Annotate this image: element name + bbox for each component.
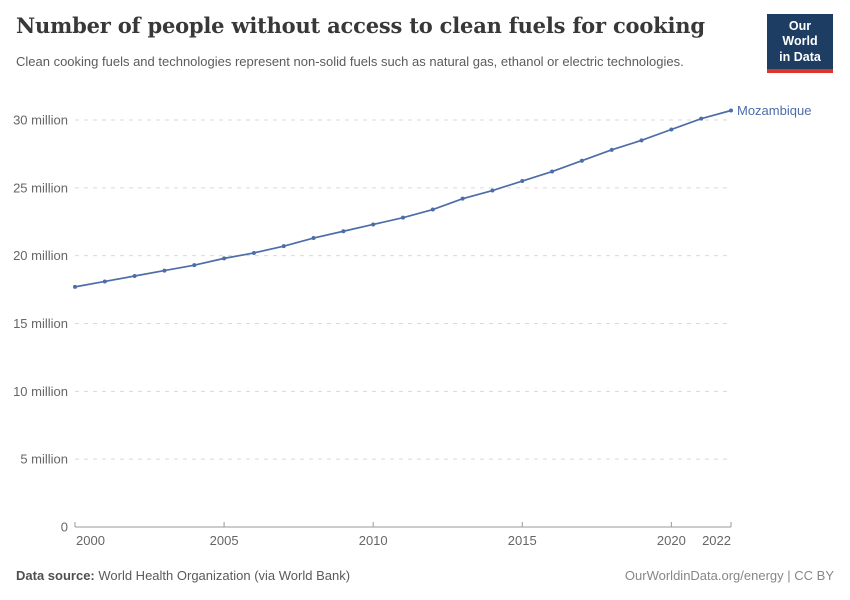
data-point: [102, 279, 107, 284]
credit-link[interactable]: OurWorldinData.org/energy: [624, 568, 784, 583]
data-point: [73, 284, 77, 289]
data-point: [222, 256, 227, 261]
data-point: [460, 196, 465, 201]
data-source-label: Data source:: [16, 568, 95, 583]
data-point: [281, 244, 286, 249]
data-point: [371, 222, 376, 227]
y-axis-tick-label: 20 million: [13, 248, 68, 263]
data-point: [251, 250, 256, 255]
y-axis-tick-label: 10 million: [13, 384, 68, 399]
y-axis-tick-label: 5 million: [20, 452, 68, 467]
data-source: Data source: World Health Organization (…: [16, 568, 350, 583]
data-point: [699, 116, 704, 121]
x-axis-tick-label: 2020: [657, 533, 686, 548]
y-axis-tick-label: 25 million: [13, 180, 68, 195]
data-point: [579, 158, 584, 163]
data-point: [192, 263, 197, 268]
x-axis-tick-label: 2022: [702, 533, 731, 548]
data-point: [669, 127, 674, 132]
x-axis-tick-label: 2015: [508, 533, 537, 548]
chart-title: Number of people without access to clean…: [16, 13, 705, 38]
data-point: [311, 236, 316, 241]
owid-logo[interactable]: Our World in Data: [767, 14, 833, 73]
data-point: [550, 169, 555, 174]
data-point: [609, 147, 614, 152]
y-axis-tick-label: 30 million: [13, 113, 68, 128]
data-point: [401, 215, 405, 220]
data-point: [490, 188, 495, 193]
data-point: [430, 207, 435, 212]
data-point: [520, 179, 525, 184]
x-axis-tick-label: 2000: [76, 533, 105, 548]
series-end-label: Mozambique: [737, 103, 811, 118]
data-point: [639, 138, 644, 143]
y-axis-tick-label: 15 million: [13, 316, 68, 331]
chart-subtitle: Clean cooking fuels and technologies rep…: [16, 54, 684, 69]
data-point: [341, 229, 346, 234]
x-axis-tick-label: 2010: [359, 533, 388, 548]
credit-line: OurWorldinData.org/energy | CC BY: [625, 568, 834, 583]
series-line: [74, 109, 732, 288]
x-axis-tick-label: 2005: [210, 533, 239, 548]
data-point: [162, 268, 167, 273]
owid-logo-line1: Our World: [782, 19, 818, 49]
credit-license: | CC BY: [783, 568, 834, 583]
line-chart-canvas: 0 5 million 10 million 15 million 20 million…: [13, 103, 811, 548]
chart-footer: Data source: World Health Organization (…: [16, 568, 834, 583]
y-axis-tick-label: 0: [61, 520, 68, 535]
data-point: [132, 274, 137, 279]
owid-logo-line2: in Data: [779, 49, 821, 64]
data-point: [729, 108, 733, 113]
data-source-value: World Health Organization (via World Ban…: [94, 568, 351, 583]
